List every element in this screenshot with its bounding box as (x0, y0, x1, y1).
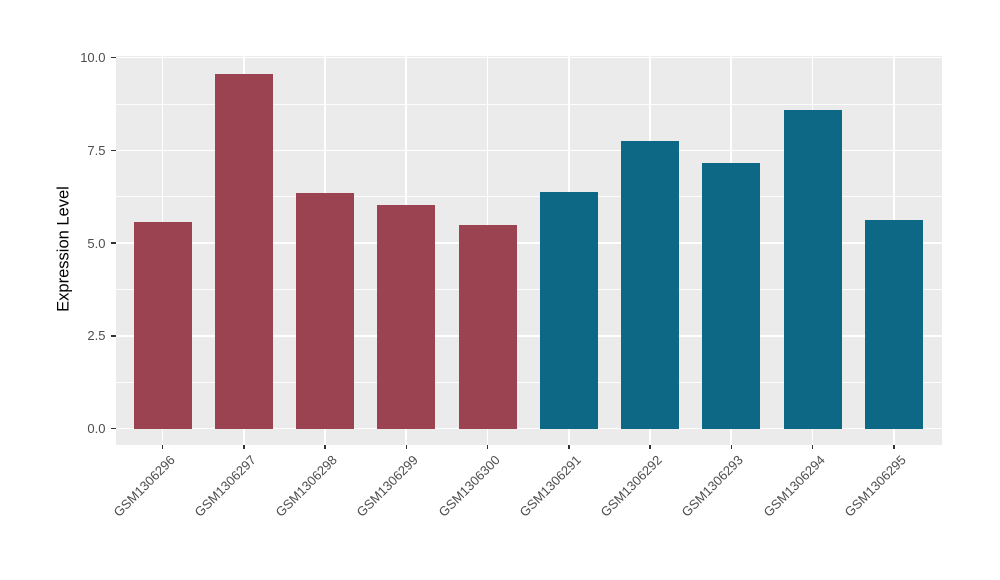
y-axis-title: Expression Level (54, 186, 73, 313)
bar-GSM1306292 (621, 141, 679, 429)
x-tick-mark (405, 444, 407, 449)
bar-GSM1306297 (214, 74, 273, 429)
y-tick-label: 7.5 (87, 142, 106, 158)
x-tick-mark (486, 444, 489, 449)
x-tick-mark (324, 444, 326, 449)
x-tick-mark (568, 444, 570, 449)
y-tick-mark (111, 149, 116, 152)
x-tick-mark (649, 444, 651, 449)
bar-GSM1306295 (864, 219, 923, 429)
y-tick-mark (111, 242, 116, 244)
bar-GSM1306300 (458, 224, 517, 429)
y-tick-mark (111, 427, 116, 430)
y-tick-label: 2.5 (87, 328, 106, 344)
y-tick-label: 10.0 (80, 50, 106, 66)
y-tick-mark (111, 335, 116, 337)
gridline-minor-horizontal (115, 103, 942, 105)
bar-GSM1306298 (296, 193, 354, 429)
x-tick-mark (243, 444, 245, 449)
gridline-major-horizontal (115, 242, 942, 244)
y-tick-mark (111, 56, 116, 59)
gridline-major-horizontal (115, 335, 942, 337)
x-tick-mark (893, 444, 895, 449)
x-tick-mark (811, 444, 814, 449)
gridline-major-horizontal (115, 427, 942, 430)
gridline-minor-horizontal (115, 289, 942, 290)
gridline-minor-horizontal (115, 381, 942, 383)
y-tick-label: 5.0 (87, 235, 106, 251)
gridline-minor-horizontal (115, 196, 942, 198)
bar-GSM1306291 (539, 191, 598, 429)
gridline-major-horizontal (115, 56, 942, 59)
x-tick-mark (161, 444, 164, 449)
bar-GSM1306296 (133, 222, 192, 429)
gridline-major-horizontal (115, 149, 942, 152)
bar-GSM1306293 (702, 163, 761, 429)
bar-GSM1306294 (783, 110, 842, 429)
x-tick-mark (730, 444, 732, 449)
bar-GSM1306299 (377, 204, 436, 429)
y-tick-label: 0.0 (87, 421, 106, 437)
